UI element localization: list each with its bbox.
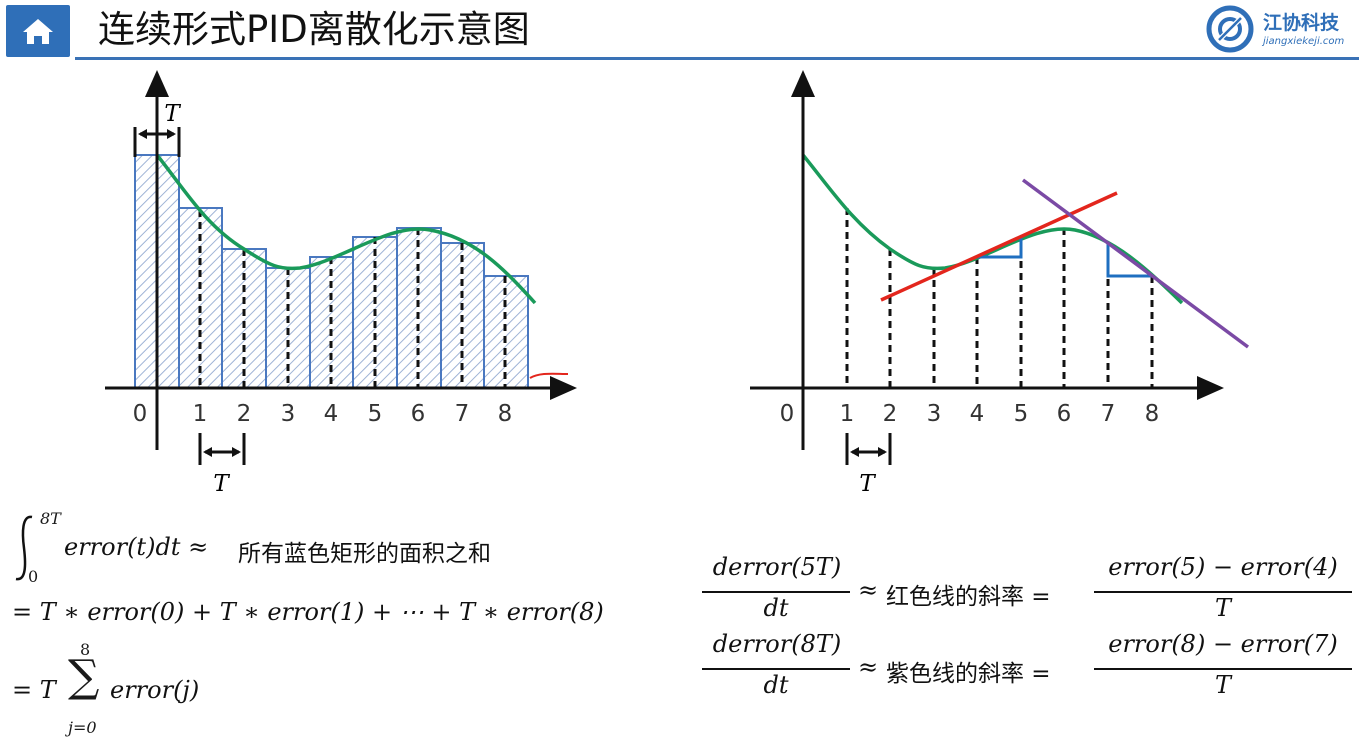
integral-sign <box>15 515 33 581</box>
tick-label: 5 <box>368 401 383 427</box>
period-bracket-bottom <box>845 433 892 465</box>
period-label-bottom: T <box>213 471 230 497</box>
tick-label: 3 <box>927 401 942 427</box>
step-segment-7-8 <box>1106 243 1152 278</box>
logo-url: jiangxiekeji.com <box>1263 36 1345 47</box>
purple-slope-line <box>1021 178 1250 349</box>
integral-lower-limit: 0 <box>28 567 39 586</box>
derivative2-rhs-denominator: T <box>1214 671 1231 699</box>
sample-dashes <box>845 208 1154 388</box>
tick-label: 0 <box>133 401 148 427</box>
derivative1-rhs-denominator: T <box>1214 594 1231 622</box>
tick-label: 3 <box>281 401 296 427</box>
period-bracket-bottom <box>198 433 246 465</box>
home-icon <box>23 19 53 44</box>
error-curve <box>801 153 1184 305</box>
tick-label: 5 <box>1014 401 1029 427</box>
sum-sign: ∑ <box>68 651 100 702</box>
integral-diagram: 0 1 2 3 4 5 6 7 8 T T <box>105 70 577 497</box>
home-button[interactable] <box>6 5 70 57</box>
error-curve <box>155 153 537 305</box>
sum-upper-limit: 8 <box>80 640 91 659</box>
sum-expression: error(j) <box>110 676 200 704</box>
derivative1-denominator: dt <box>763 594 789 622</box>
fraction-bar <box>1094 668 1352 670</box>
derivative2-description: 紫色线的斜率 = <box>886 661 1051 687</box>
tick-label: 7 <box>455 401 470 427</box>
fraction-bar <box>702 668 850 670</box>
approx-sign: ≈ <box>858 576 879 604</box>
x-tick-labels: 0 1 2 3 4 5 6 7 8 <box>133 401 513 427</box>
integral-upper-limit: 8T <box>40 509 61 528</box>
brand-logo: 江协科技 jiangxiekeji.com <box>1205 4 1355 54</box>
integral-description: 所有蓝色矩形的面积之和 <box>238 541 491 567</box>
tick-label: 2 <box>237 401 252 427</box>
tick-label: 8 <box>1145 401 1160 427</box>
fraction-bar <box>702 591 850 593</box>
derivative2-rhs-numerator: error(8) − error(7) <box>1108 630 1338 658</box>
tick-label: 4 <box>324 401 339 427</box>
page-title: 连续形式PID离散化示意图 <box>98 8 530 51</box>
period-bracket-top <box>133 127 181 157</box>
derivative2-numerator: derror(8T) <box>712 630 842 658</box>
tick-label: 4 <box>970 401 985 427</box>
integral-expansion: = T ∗ error(0) + T ∗ error(1) + ⋯ + T ∗ … <box>12 598 604 626</box>
red-mark <box>529 372 569 379</box>
approx-sign: ≈ <box>858 653 879 681</box>
step-segment-4-5 <box>977 237 1023 259</box>
tick-label: 1 <box>193 401 208 427</box>
integral-expression: error(t)dt ≈ <box>64 533 209 561</box>
rect-8 <box>483 275 529 389</box>
period-label-top: T <box>164 101 181 127</box>
sum-prefix: = T <box>12 676 56 704</box>
sum-lower-limit: j=0 <box>68 718 97 737</box>
tick-label: 8 <box>498 401 513 427</box>
tick-label: 6 <box>411 401 426 427</box>
logo-icon <box>1206 5 1254 53</box>
derivative-diagram: 0 1 2 3 4 5 6 7 8 T <box>750 70 1250 497</box>
derivative1-rhs-numerator: error(5) − error(4) <box>1108 553 1338 581</box>
rect-2 <box>221 248 267 389</box>
tick-label: 6 <box>1057 401 1072 427</box>
fraction-bar <box>1094 591 1352 593</box>
x-tick-labels: 0 1 2 3 4 5 6 7 8 <box>780 401 1160 427</box>
period-label-bottom: T <box>859 471 876 497</box>
header: 连续形式PID离散化示意图 江协科技 jiangxiekeji.com <box>0 0 1359 62</box>
sample-dashes <box>198 210 507 388</box>
derivative1-description: 红色线的斜率 = <box>886 584 1051 610</box>
header-divider <box>75 57 1359 60</box>
red-slope-line <box>880 191 1118 302</box>
tick-label: 1 <box>840 401 855 427</box>
sample-rectangles <box>134 154 529 389</box>
tick-label: 0 <box>780 401 795 427</box>
derivative2-denominator: dt <box>763 671 789 699</box>
tick-label: 2 <box>883 401 898 427</box>
derivative1-numerator: derror(5T) <box>712 553 842 581</box>
tick-label: 7 <box>1101 401 1116 427</box>
logo-name: 江协科技 <box>1263 12 1340 34</box>
